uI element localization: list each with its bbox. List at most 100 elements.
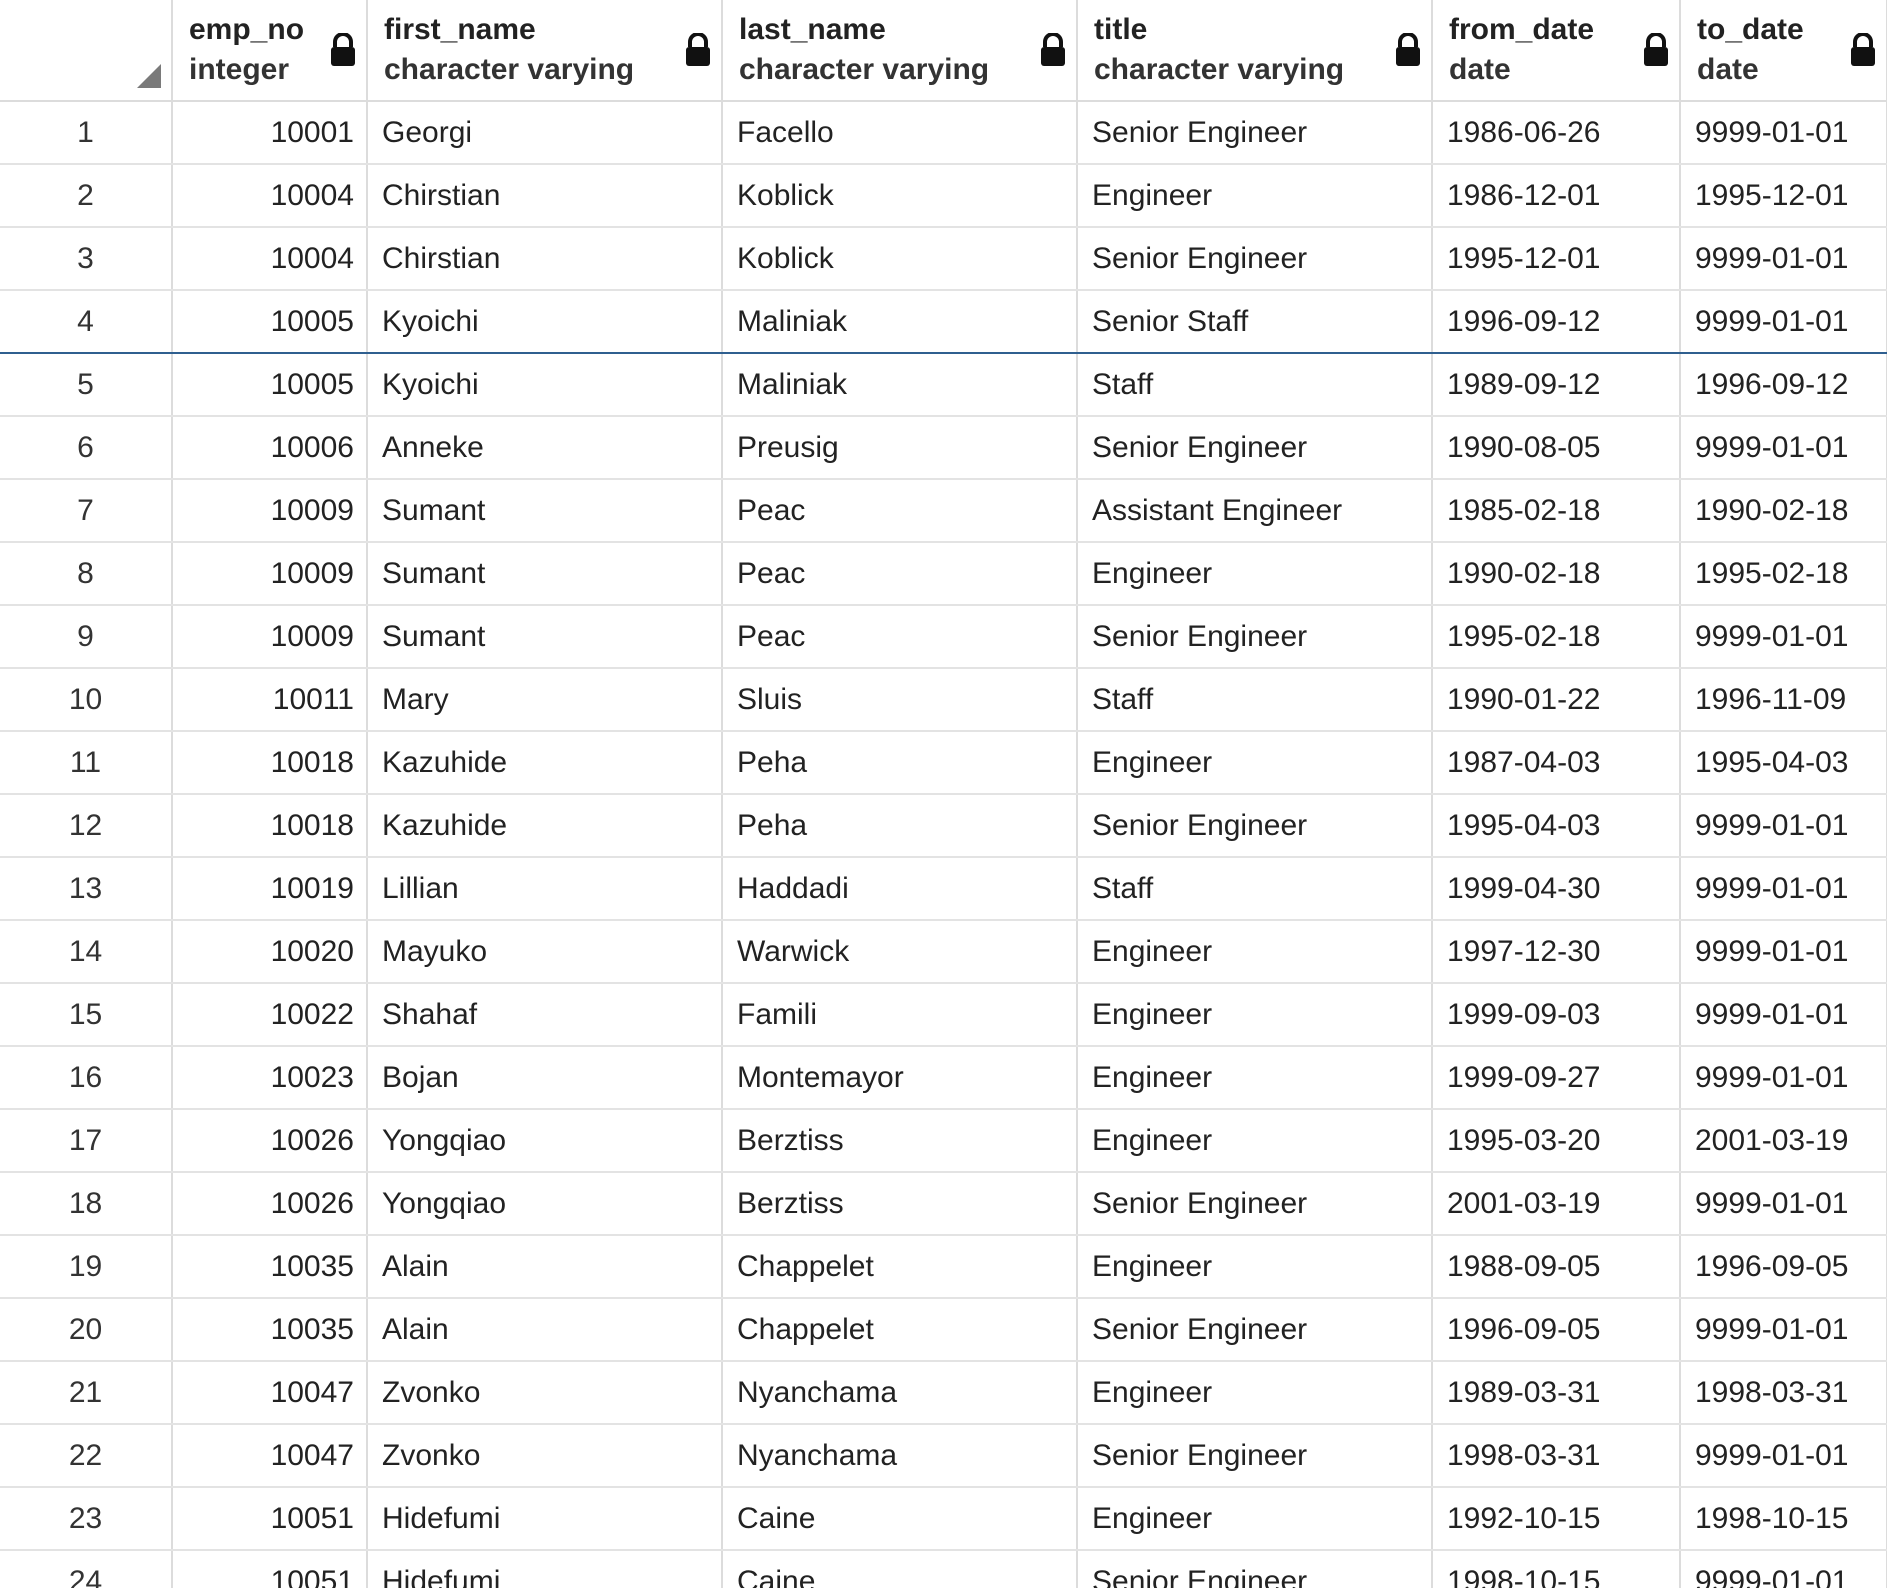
cell-title[interactable]: Senior Engineer	[1077, 101, 1433, 165]
column-header-title[interactable]: title character varying	[1077, 0, 1433, 102]
cell-to-date[interactable]: 9999-01-01	[1680, 1046, 1887, 1110]
table-row[interactable]: 8 10009 Sumant Peac Engineer 1990-02-18 1995-0…	[0, 542, 1887, 606]
cell-title[interactable]: Senior Engineer	[1077, 1172, 1433, 1236]
cell-title[interactable]: Engineer	[1077, 731, 1433, 795]
row-number-cell[interactable]: 11	[0, 731, 173, 795]
cell-first-name[interactable]: Hidefumi	[367, 1550, 723, 1588]
cell-to-date[interactable]: 2001-03-19	[1680, 1109, 1887, 1173]
cell-from-date[interactable]: 2001-03-19	[1432, 1172, 1681, 1236]
cell-to-date[interactable]: 9999-01-01	[1680, 857, 1887, 921]
cell-from-date[interactable]: 1997-12-30	[1432, 920, 1681, 984]
cell-title[interactable]: Staff	[1077, 353, 1433, 417]
row-number-cell[interactable]: 20	[0, 1298, 173, 1362]
cell-first-name[interactable]: Anneke	[367, 416, 723, 480]
cell-emp-no[interactable]: 10004	[172, 164, 368, 228]
cell-first-name[interactable]: Yongqiao	[367, 1172, 723, 1236]
cell-last-name[interactable]: Peac	[722, 542, 1078, 606]
cell-title[interactable]: Engineer	[1077, 1046, 1433, 1110]
cell-from-date[interactable]: 1987-04-03	[1432, 731, 1681, 795]
cell-last-name[interactable]: Caine	[722, 1550, 1078, 1588]
table-row[interactable]: 1 10001 Georgi Facello Senior Engineer 1986-0…	[0, 101, 1887, 165]
row-number-cell[interactable]: 23	[0, 1487, 173, 1551]
cell-title[interactable]: Assistant Engineer	[1077, 479, 1433, 543]
cell-title[interactable]: Staff	[1077, 857, 1433, 921]
cell-title[interactable]: Engineer	[1077, 1487, 1433, 1551]
select-all-corner[interactable]	[0, 0, 173, 102]
row-number-cell[interactable]: 21	[0, 1361, 173, 1425]
cell-first-name[interactable]: Mayuko	[367, 920, 723, 984]
table-row[interactable]: 22 10047 Zvonko Nyanchama Senior Engineer 199…	[0, 1424, 1887, 1488]
row-number-cell[interactable]: 7	[0, 479, 173, 543]
cell-to-date[interactable]: 1995-04-03	[1680, 731, 1887, 795]
cell-first-name[interactable]: Sumant	[367, 605, 723, 669]
cell-emp-no[interactable]: 10005	[172, 353, 368, 417]
cell-from-date[interactable]: 1992-10-15	[1432, 1487, 1681, 1551]
cell-last-name[interactable]: Famili	[722, 983, 1078, 1047]
row-number-cell[interactable]: 19	[0, 1235, 173, 1299]
table-row[interactable]: 10 10011 Mary Sluis Staff 1990-01-22 1996-11-0…	[0, 668, 1887, 732]
cell-last-name[interactable]: Chappelet	[722, 1298, 1078, 1362]
cell-emp-no[interactable]: 10001	[172, 101, 368, 165]
cell-first-name[interactable]: Kyoichi	[367, 353, 723, 417]
cell-emp-no[interactable]: 10022	[172, 983, 368, 1047]
column-header-emp-no[interactable]: emp_no integer	[172, 0, 368, 102]
cell-first-name[interactable]: Hidefumi	[367, 1487, 723, 1551]
cell-first-name[interactable]: Alain	[367, 1298, 723, 1362]
table-row[interactable]: 2 10004 Chirstian Koblick Engineer 1986-12-01…	[0, 164, 1887, 228]
cell-last-name[interactable]: Maliniak	[722, 353, 1078, 417]
cell-to-date[interactable]: 9999-01-01	[1680, 920, 1887, 984]
cell-emp-no[interactable]: 10009	[172, 479, 368, 543]
cell-title[interactable]: Engineer	[1077, 1361, 1433, 1425]
cell-to-date[interactable]: 9999-01-01	[1680, 289, 1887, 354]
cell-emp-no[interactable]: 10018	[172, 794, 368, 858]
cell-title[interactable]: Engineer	[1077, 164, 1433, 228]
cell-first-name[interactable]: Mary	[367, 668, 723, 732]
cell-to-date[interactable]: 1996-09-05	[1680, 1235, 1887, 1299]
cell-to-date[interactable]: 1996-11-09	[1680, 668, 1887, 732]
cell-last-name[interactable]: Koblick	[722, 227, 1078, 291]
table-row[interactable]: 9 10009 Sumant Peac Senior Engineer 1995-02-1…	[0, 605, 1887, 669]
cell-last-name[interactable]: Warwick	[722, 920, 1078, 984]
row-number-cell[interactable]: 12	[0, 794, 173, 858]
cell-to-date[interactable]: 1998-03-31	[1680, 1361, 1887, 1425]
cell-from-date[interactable]: 1985-02-18	[1432, 479, 1681, 543]
row-number-cell[interactable]: 22	[0, 1424, 173, 1488]
table-row[interactable]: 12 10018 Kazuhide Peha Senior Engineer 1995-0…	[0, 794, 1887, 858]
cell-from-date[interactable]: 1995-04-03	[1432, 794, 1681, 858]
cell-last-name[interactable]: Peac	[722, 605, 1078, 669]
cell-title[interactable]: Senior Staff	[1077, 289, 1433, 354]
table-row[interactable]: 11 10018 Kazuhide Peha Engineer 1987-04-03 199…	[0, 731, 1887, 795]
cell-emp-no[interactable]: 10035	[172, 1235, 368, 1299]
row-number-cell[interactable]: 9	[0, 605, 173, 669]
column-header-first-name[interactable]: first_name character varying	[367, 0, 723, 102]
cell-last-name[interactable]: Montemayor	[722, 1046, 1078, 1110]
cell-title[interactable]: Engineer	[1077, 920, 1433, 984]
cell-from-date[interactable]: 1999-09-03	[1432, 983, 1681, 1047]
cell-title[interactable]: Senior Engineer	[1077, 1550, 1433, 1588]
cell-emp-no[interactable]: 10035	[172, 1298, 368, 1362]
cell-emp-no[interactable]: 10051	[172, 1550, 368, 1588]
cell-emp-no[interactable]: 10018	[172, 731, 368, 795]
cell-from-date[interactable]: 1999-04-30	[1432, 857, 1681, 921]
cell-from-date[interactable]: 1999-09-27	[1432, 1046, 1681, 1110]
cell-first-name[interactable]: Shahaf	[367, 983, 723, 1047]
cell-last-name[interactable]: Koblick	[722, 164, 1078, 228]
cell-from-date[interactable]: 1995-12-01	[1432, 227, 1681, 291]
cell-from-date[interactable]: 1986-06-26	[1432, 101, 1681, 165]
cell-last-name[interactable]: Peac	[722, 479, 1078, 543]
cell-emp-no[interactable]: 10026	[172, 1172, 368, 1236]
cell-last-name[interactable]: Peha	[722, 731, 1078, 795]
cell-emp-no[interactable]: 10047	[172, 1424, 368, 1488]
cell-title[interactable]: Senior Engineer	[1077, 416, 1433, 480]
cell-emp-no[interactable]: 10011	[172, 668, 368, 732]
cell-first-name[interactable]: Kazuhide	[367, 794, 723, 858]
cell-emp-no[interactable]: 10009	[172, 605, 368, 669]
cell-title[interactable]: Senior Engineer	[1077, 1298, 1433, 1362]
cell-title[interactable]: Senior Engineer	[1077, 794, 1433, 858]
cell-title[interactable]: Engineer	[1077, 1235, 1433, 1299]
cell-first-name[interactable]: Georgi	[367, 101, 723, 165]
row-number-cell[interactable]: 13	[0, 857, 173, 921]
row-number-cell[interactable]: 16	[0, 1046, 173, 1110]
row-number-cell[interactable]: 4	[0, 289, 173, 354]
cell-first-name[interactable]: Alain	[367, 1235, 723, 1299]
